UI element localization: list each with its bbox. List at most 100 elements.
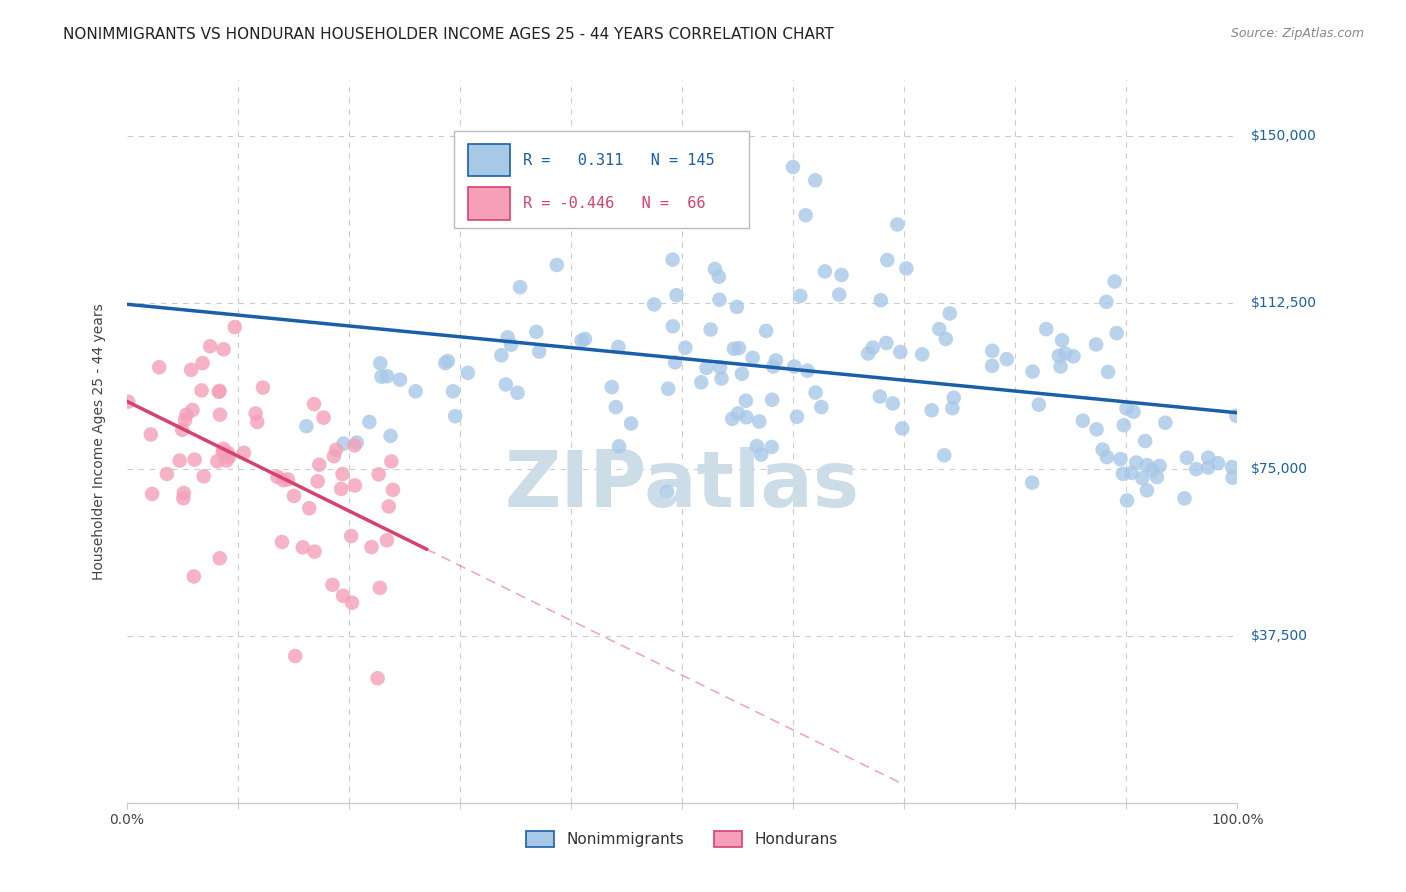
- Point: [875, 336, 897, 351]
- Point: [891, 421, 914, 435]
- Point: [183, 569, 205, 583]
- Point: [495, 377, 517, 392]
- Point: [266, 469, 288, 483]
- Point: [1175, 450, 1198, 465]
- Point: [117, 394, 139, 409]
- Point: [934, 448, 956, 462]
- Point: [284, 649, 307, 664]
- Point: [1021, 365, 1043, 379]
- Point: [340, 596, 363, 610]
- Point: [367, 671, 389, 685]
- Point: [176, 408, 198, 422]
- Point: [794, 208, 817, 222]
- Point: [981, 359, 1004, 373]
- Point: [471, 155, 494, 169]
- Point: [1225, 409, 1247, 423]
- Text: $75,000: $75,000: [1251, 462, 1308, 476]
- Point: [375, 369, 398, 384]
- Point: [198, 339, 221, 353]
- Point: [381, 483, 404, 497]
- Point: [1197, 460, 1219, 475]
- Point: [995, 352, 1018, 367]
- Point: [208, 384, 231, 398]
- Point: [741, 351, 763, 365]
- Point: [529, 344, 551, 359]
- Point: [1054, 346, 1077, 360]
- Point: [295, 419, 318, 434]
- Point: [1112, 467, 1135, 481]
- Point: [546, 258, 568, 272]
- Point: [605, 400, 627, 414]
- Point: [1185, 462, 1208, 476]
- Point: [755, 324, 778, 338]
- Point: [148, 360, 170, 375]
- Point: [218, 450, 240, 464]
- Point: [709, 360, 731, 375]
- Point: [1130, 471, 1153, 485]
- Point: [858, 346, 880, 360]
- Point: [378, 500, 401, 514]
- Point: [360, 540, 382, 554]
- Point: [748, 415, 770, 429]
- Point: [207, 454, 229, 468]
- Point: [190, 384, 212, 398]
- Point: [277, 472, 299, 486]
- Point: [1091, 442, 1114, 457]
- Point: [375, 533, 398, 548]
- Point: [224, 320, 246, 334]
- Point: [405, 384, 427, 399]
- Point: [1206, 456, 1229, 470]
- Point: [1105, 326, 1128, 340]
- Point: [643, 297, 665, 311]
- Point: [1125, 455, 1147, 469]
- Point: [783, 359, 806, 374]
- Point: [862, 341, 884, 355]
- Point: [723, 342, 745, 356]
- Point: [935, 332, 957, 346]
- Point: [830, 268, 852, 282]
- Point: [174, 413, 197, 427]
- Point: [380, 454, 402, 468]
- Point: [735, 393, 758, 408]
- Point: [804, 385, 827, 400]
- Point: [707, 269, 730, 284]
- Point: [1136, 458, 1159, 472]
- Point: [761, 392, 783, 407]
- Point: [1154, 416, 1177, 430]
- Point: [1173, 491, 1195, 506]
- Point: [921, 403, 943, 417]
- Point: [291, 541, 314, 555]
- Point: [302, 397, 325, 411]
- Point: [343, 438, 366, 452]
- Point: [180, 363, 202, 377]
- Point: [434, 356, 457, 370]
- Point: [283, 489, 305, 503]
- Point: [457, 366, 479, 380]
- Point: [607, 340, 630, 354]
- Point: [911, 347, 934, 361]
- Point: [709, 293, 731, 307]
- Point: [1115, 401, 1137, 416]
- Point: [298, 501, 321, 516]
- Point: [889, 345, 911, 359]
- Point: [271, 535, 294, 549]
- Point: [388, 373, 411, 387]
- Point: [1085, 337, 1108, 351]
- Point: [1095, 294, 1118, 309]
- Point: [749, 448, 772, 462]
- Point: [1122, 405, 1144, 419]
- Point: [1222, 470, 1244, 484]
- Point: [1097, 365, 1119, 379]
- Point: [673, 341, 696, 355]
- Point: [325, 442, 347, 457]
- Point: [312, 410, 335, 425]
- Point: [308, 458, 330, 472]
- Point: [499, 337, 522, 351]
- Point: [273, 473, 295, 487]
- Point: [804, 173, 827, 187]
- Point: [367, 467, 389, 482]
- Point: [657, 382, 679, 396]
- Point: [1146, 470, 1168, 484]
- Point: [172, 491, 194, 506]
- Point: [1095, 450, 1118, 464]
